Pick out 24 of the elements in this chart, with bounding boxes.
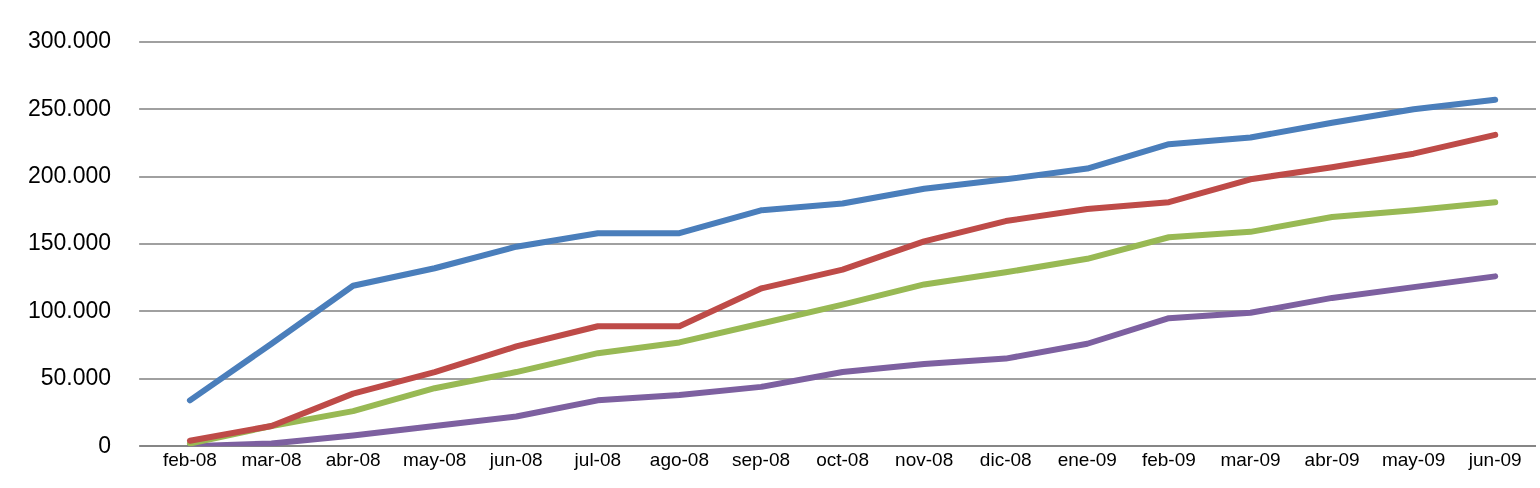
y-tick-label: 100.000 bbox=[28, 296, 112, 323]
x-tick-label: ene-09 bbox=[1057, 448, 1117, 470]
x-tick-label: abr-08 bbox=[325, 448, 381, 470]
x-tick-label: feb-08 bbox=[162, 448, 217, 470]
y-tick-label: 50.000 bbox=[40, 364, 112, 391]
x-tick-label: abr-09 bbox=[1304, 448, 1360, 470]
x-tick-label: may-09 bbox=[1381, 448, 1446, 470]
y-tick-label: 300.000 bbox=[28, 27, 112, 54]
x-tick-label: jun-09 bbox=[1467, 448, 1522, 470]
x-tick-label: jun-08 bbox=[488, 448, 543, 470]
x-tick-label: sep-08 bbox=[731, 448, 791, 470]
x-tick-label: dic-08 bbox=[979, 448, 1032, 470]
x-tick-label: may-08 bbox=[402, 448, 467, 470]
x-tick-label: mar-09 bbox=[1220, 448, 1281, 470]
x-tick-label: mar-08 bbox=[241, 448, 302, 470]
x-tick-label: ago-08 bbox=[649, 448, 709, 470]
x-tick-label: feb-09 bbox=[1141, 448, 1196, 470]
y-tick-label: 150.000 bbox=[28, 229, 112, 256]
y-tick-label: 200.000 bbox=[28, 161, 112, 188]
x-tick-label: jul-08 bbox=[573, 448, 622, 470]
y-tick-label: 0 bbox=[98, 431, 112, 458]
x-tick-label: oct-08 bbox=[816, 448, 869, 470]
y-tick-label: 250.000 bbox=[28, 94, 112, 121]
x-tick-label: nov-08 bbox=[895, 448, 954, 470]
